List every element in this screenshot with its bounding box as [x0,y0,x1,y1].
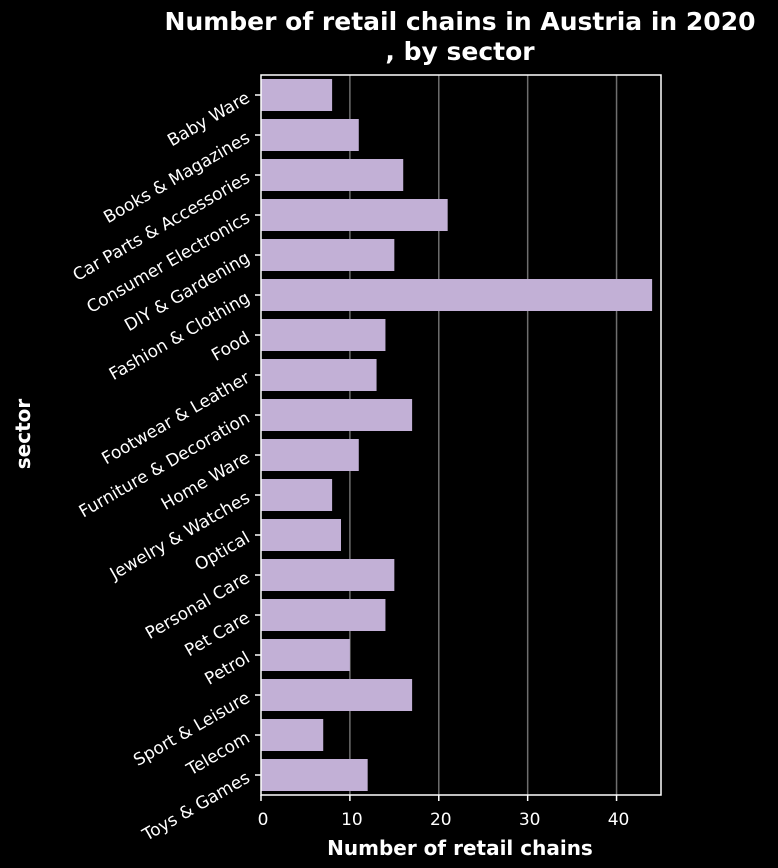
bar-diy-gardening [261,239,395,271]
y-tick-label-petrol: Petrol [201,648,253,690]
x-tick-label-40: 40 [608,810,630,830]
bar-petrol [261,639,350,671]
y-tick-label-toys-games: Toys & Games [138,768,253,846]
y-axis-title: sector [11,399,35,470]
bar-optical [261,519,341,551]
bar-baby-ware [261,79,333,111]
bar-toys-games [261,759,368,791]
gridlines [349,75,618,795]
axes [255,74,662,801]
x-tick-label-0: 0 [258,810,269,830]
x-tick-label-20: 20 [430,810,452,830]
bar-telecom [261,719,324,751]
bar-personal-care [261,559,395,591]
x-tick-labels: 0 10 20 30 40 [258,810,630,830]
x-tick-label-30: 30 [519,810,541,830]
bars [261,79,653,791]
plot-frame [260,74,662,796]
bar-books-magazines [261,119,359,151]
bar-fashion-clothing [261,279,653,311]
x-tick-label-10: 10 [341,810,363,830]
y-tick-label-food: Food [208,328,253,366]
bar-car-parts-accessories [261,159,404,191]
bar-consumer-electronics [261,199,448,231]
bar-pet-care [261,599,386,631]
bar-sport-leisure [261,679,413,711]
bar-furniture-decoration [261,399,413,431]
bar-home-ware [261,439,359,471]
chart-title-line-2: , by sector [385,37,535,66]
bar-food [261,319,386,351]
chart-title-line-1: Number of retail chains in Austria in 20… [165,7,756,36]
bar-footwear-leather [261,359,377,391]
bar-jewelry-watches [261,479,333,511]
x-axis-title: Number of retail chains [327,836,593,860]
